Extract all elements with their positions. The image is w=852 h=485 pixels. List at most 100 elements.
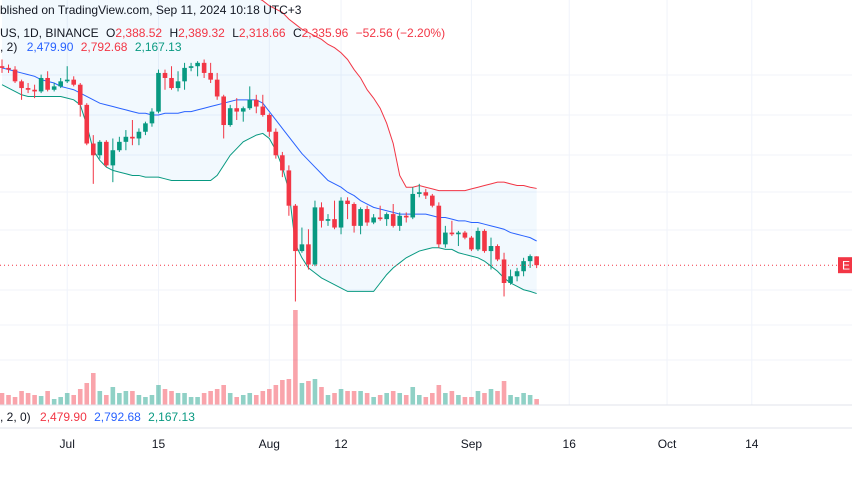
- bb-params: , 2): [0, 40, 17, 54]
- volume-bar: [521, 393, 526, 405]
- pane-legend: , 2, 0) 2,479.90 2,792.68 2,167.13: [0, 410, 195, 424]
- candle-body: [143, 123, 148, 132]
- volume-bar: [32, 395, 37, 405]
- candle-body: [443, 232, 448, 245]
- candle-body: [188, 66, 194, 68]
- bb-lower-value: 2,167.13: [135, 40, 182, 54]
- candle-body: [527, 256, 533, 262]
- volume-bar: [319, 387, 324, 405]
- price-label-box: [838, 257, 852, 274]
- candle-body: [45, 77, 50, 90]
- volume-bar: [293, 310, 298, 405]
- volume-bar: [423, 397, 429, 405]
- candle-body: [149, 111, 155, 124]
- x-tick-label: 12: [334, 437, 348, 451]
- candle-body: [84, 104, 90, 144]
- candle-body: [390, 214, 396, 226]
- symbol: US, 1D, BINANCE: [0, 26, 99, 40]
- volume-bar: [77, 389, 83, 405]
- band-line: [1, 84, 537, 295]
- candle-body: [221, 96, 226, 126]
- volume-bar: [156, 385, 161, 405]
- volume-bar: [64, 393, 70, 405]
- candle-body: [90, 143, 96, 156]
- volume-bar: [299, 383, 305, 405]
- candle-body: [306, 244, 311, 265]
- volume-bar: [501, 381, 507, 405]
- ohlc-key: O: [106, 26, 115, 40]
- candle-body: [77, 84, 83, 105]
- volume-bar: [208, 391, 213, 405]
- volume-bar: [110, 387, 116, 405]
- candle-body: [130, 136, 135, 139]
- published-note: blished on TradingView.com, Sep 11, 2024…: [0, 3, 302, 17]
- volume-bar: [449, 391, 455, 405]
- candle-body: [488, 246, 494, 252]
- volume-bar: [253, 395, 259, 405]
- volume-bar: [527, 395, 533, 405]
- volume-bar: [97, 391, 103, 405]
- volume-bar: [169, 391, 174, 405]
- candle-body: [371, 217, 376, 223]
- x-tick-label: Sep: [461, 437, 483, 451]
- candle-body: [136, 131, 142, 139]
- candle-body: [273, 131, 279, 156]
- pane-value: 2,792.68: [94, 410, 141, 424]
- volume-bar: [430, 393, 435, 405]
- volume-bar: [456, 395, 461, 405]
- volume-bar: [240, 395, 246, 405]
- volume-bar: [130, 391, 135, 405]
- candle-body: [19, 81, 24, 89]
- candle-body: [521, 261, 526, 272]
- candle-body: [169, 77, 174, 89]
- volume-bar: [514, 397, 520, 405]
- pane-value: 2,479.90: [40, 410, 87, 424]
- ohlc-key: C: [293, 26, 302, 40]
- candle-body: [501, 259, 507, 283]
- volume-bar: [117, 393, 122, 405]
- volume-bar: [182, 393, 187, 405]
- candle-body: [351, 204, 357, 226]
- volume-bar: [397, 393, 403, 405]
- x-tick-label: Jul: [60, 437, 75, 451]
- band-fill: [2, 0, 537, 294]
- candle-body: [110, 150, 116, 166]
- bb-legend: , 2) 2,479.90 2,792.68 2,167.13: [0, 40, 182, 54]
- candle-body: [156, 72, 161, 112]
- candle-body: [175, 81, 181, 89]
- volume-bar: [488, 389, 494, 405]
- plot-area: [0, 0, 852, 405]
- ohlc-value: 2,318.66: [239, 26, 286, 40]
- volume-bar: [195, 397, 200, 405]
- volume-bar: [436, 385, 442, 405]
- volume-bar: [280, 380, 285, 405]
- x-axis: Jul 15 Aug 12 Sep 16 Oct 14: [60, 437, 759, 451]
- volume-bar: [201, 393, 207, 405]
- candle-body: [286, 170, 292, 206]
- candle-body: [227, 108, 233, 126]
- candle-body: [475, 230, 481, 250]
- bb-upper-value: 2,792.68: [81, 40, 128, 54]
- volume-bar: [462, 397, 468, 405]
- volume-bar: [0, 393, 5, 405]
- candle-body: [338, 200, 344, 228]
- candle-body: [280, 155, 285, 171]
- volume-bar: [25, 393, 31, 405]
- volume-bar: [136, 395, 142, 405]
- volume-bar: [273, 385, 279, 405]
- candle-body: [482, 230, 487, 252]
- volume-bar: [247, 393, 253, 405]
- volume-bar: [358, 391, 363, 405]
- candle-body: [117, 141, 122, 151]
- volume-bar: [482, 393, 487, 405]
- volume-bar: [267, 389, 272, 405]
- candle-body: [534, 256, 539, 266]
- candle-body: [208, 72, 213, 80]
- volume-bar: [338, 389, 344, 405]
- candle-body: [430, 195, 435, 206]
- volume-bar: [495, 391, 500, 405]
- ohlc-key: L: [232, 26, 239, 40]
- volume-bar: [306, 381, 311, 405]
- candle-body: [32, 89, 37, 92]
